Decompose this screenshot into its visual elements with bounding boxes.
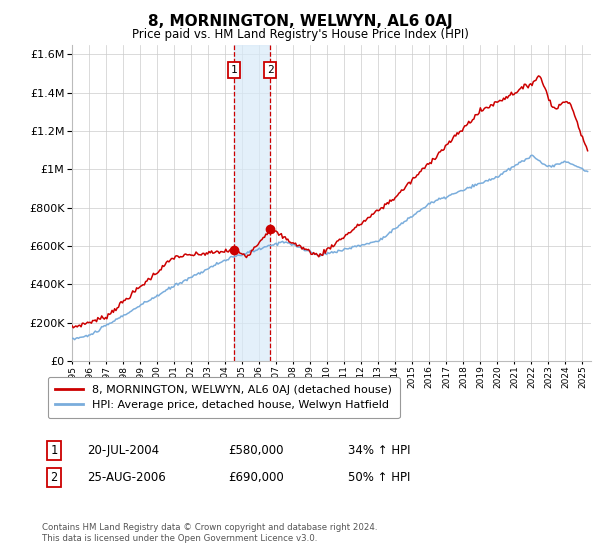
Text: 25-AUG-2006: 25-AUG-2006	[87, 470, 166, 484]
Text: 1: 1	[50, 444, 58, 458]
Text: 20-JUL-2004: 20-JUL-2004	[87, 444, 159, 458]
Bar	[235, 45, 270, 361]
Text: Price paid vs. HM Land Registry's House Price Index (HPI): Price paid vs. HM Land Registry's House …	[131, 28, 469, 41]
Text: £580,000: £580,000	[228, 444, 284, 458]
Text: 2: 2	[267, 65, 274, 75]
Text: £690,000: £690,000	[228, 470, 284, 484]
Legend: 8, MORNINGTON, WELWYN, AL6 0AJ (detached house), HPI: Average price, detached ho: 8, MORNINGTON, WELWYN, AL6 0AJ (detached…	[47, 377, 400, 418]
Text: 50% ↑ HPI: 50% ↑ HPI	[348, 470, 410, 484]
Text: 8, MORNINGTON, WELWYN, AL6 0AJ: 8, MORNINGTON, WELWYN, AL6 0AJ	[148, 14, 452, 29]
Text: Contains HM Land Registry data © Crown copyright and database right 2024.
This d: Contains HM Land Registry data © Crown c…	[42, 524, 377, 543]
Text: 34% ↑ HPI: 34% ↑ HPI	[348, 444, 410, 458]
Text: 1: 1	[231, 65, 238, 75]
Text: 2: 2	[50, 470, 58, 484]
